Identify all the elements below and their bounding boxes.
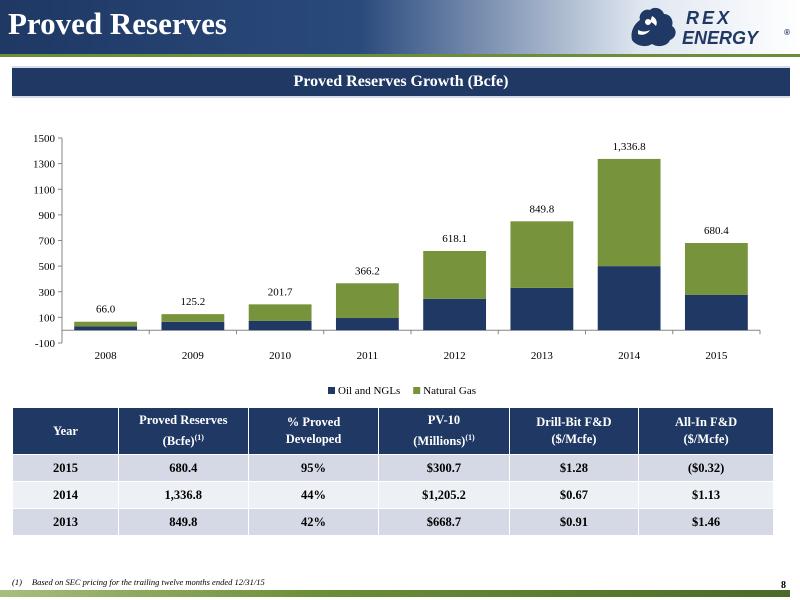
table-cell: $1,205.2 bbox=[378, 481, 510, 509]
chart-banner: Proved Reserves Growth (Bcfe) bbox=[12, 66, 790, 98]
x-tick-label-2009: 2009 bbox=[182, 350, 205, 362]
header-0: Year bbox=[12, 407, 119, 455]
total-label-2009: 125.2 bbox=[181, 296, 206, 308]
table-header-row: Year Proved Reserves (Bcfe)(1)% Proved Deve… bbox=[12, 407, 774, 455]
total-label-2011: 366.2 bbox=[355, 265, 380, 277]
x-tick-label-2012: 2012 bbox=[444, 350, 466, 362]
table-cell: 2014 bbox=[12, 481, 119, 509]
total-label-2014: 1,336.8 bbox=[613, 141, 647, 153]
table-cell: 44% bbox=[247, 481, 380, 509]
logo-line-2: ENERGY bbox=[682, 28, 760, 48]
table-cell: $1.46 bbox=[638, 508, 774, 536]
y-tick-label-7: 1300 bbox=[33, 159, 56, 171]
total-label-2008: 66.0 bbox=[96, 304, 116, 316]
table-cell: $1.13 bbox=[638, 481, 774, 509]
header-2: % Proved Developed bbox=[247, 407, 380, 455]
header-3: PV-10 (Millions)(1) bbox=[378, 407, 510, 455]
page-title: Proved Reserves bbox=[8, 6, 227, 41]
bar-oil-ngls-2012 bbox=[423, 298, 487, 331]
header-1: Proved Reserves (Bcfe)(1) bbox=[117, 407, 249, 455]
table-cell: $668.7 bbox=[378, 508, 510, 536]
bar-natural-gas-2013 bbox=[510, 221, 574, 288]
total-label-2012: 618.1 bbox=[442, 233, 467, 245]
header-5: All-In F&D ($/Mcfe) bbox=[638, 407, 774, 455]
y-tick-label-8: 1500 bbox=[33, 133, 56, 145]
x-tick-label-2013: 2013 bbox=[531, 350, 554, 362]
bar-natural-gas-2010 bbox=[248, 304, 312, 321]
rex-energy-logo: REX ENERGY ® bbox=[631, 7, 790, 48]
bar-natural-gas-2011 bbox=[335, 283, 399, 319]
y-tick-label-4: 700 bbox=[39, 236, 56, 248]
bar-oil-ngls-2010 bbox=[248, 320, 312, 331]
chart-axes: -100 100 300 500 700 900 1100 1300 1500 2008 2009 2… bbox=[33, 133, 761, 362]
table-cell: $300.7 bbox=[378, 454, 510, 482]
total-label-2015: 680.4 bbox=[704, 225, 729, 237]
page-number: 8 bbox=[781, 580, 786, 591]
logo-line-1: REX bbox=[686, 8, 732, 28]
table-cell: 849.8 bbox=[117, 508, 249, 536]
table-cell: 2015 bbox=[12, 454, 119, 482]
table-cell: ($0.32) bbox=[638, 454, 774, 482]
y-tick-label-1: 100 bbox=[39, 312, 56, 324]
logo-mark: ® bbox=[784, 28, 790, 37]
legend-label-1: Natural Gas bbox=[423, 385, 476, 397]
bar-natural-gas-2008 bbox=[74, 321, 138, 327]
x-tick-label-2011: 2011 bbox=[357, 350, 379, 362]
table-cell: 1,336.8 bbox=[117, 481, 249, 509]
bar-oil-ngls-2009 bbox=[161, 321, 225, 331]
y-tick-label-2: 300 bbox=[39, 287, 56, 299]
y-tick-label-5: 900 bbox=[39, 210, 56, 222]
legend-swatch-0 bbox=[328, 387, 335, 394]
table-body: 2015 680.4 95% $300.7 $1.28 ($0.32) 2014 1,336.… bbox=[12, 454, 774, 536]
bar-oil-ngls-2013 bbox=[510, 287, 574, 331]
x-tick-label-2008: 2008 bbox=[95, 350, 118, 362]
table-cell: 2013 bbox=[12, 508, 119, 536]
chart-legend: Oil and NGLs Natural Gas bbox=[328, 385, 476, 397]
x-tick-label-2010: 2010 bbox=[269, 350, 292, 362]
total-label-2013: 849.8 bbox=[530, 203, 555, 215]
legend-label-0: Oil and NGLs bbox=[338, 385, 400, 397]
y-tick-label-0: -100 bbox=[35, 338, 56, 350]
footer-bar bbox=[0, 590, 790, 597]
table-row: 2014 1,336.8 44% $1,205.2 $0.67 $1.13 bbox=[12, 481, 774, 509]
legend-swatch-1 bbox=[413, 387, 421, 394]
bar-natural-gas-2015 bbox=[684, 243, 748, 295]
table-row: 2013 849.8 42% $668.7 $0.91 $1.46 bbox=[12, 508, 774, 536]
x-tick-label-2015: 2015 bbox=[705, 350, 728, 362]
table-cell: $0.67 bbox=[508, 481, 640, 509]
proved-reserves-chart: -100 100 300 500 700 900 1100 1300 1500 2008 2009 2… bbox=[33, 133, 761, 397]
table-cell: $0.91 bbox=[508, 508, 640, 536]
reserves-table: Year Proved Reserves (Bcfe)(1)% Proved Deve… bbox=[12, 407, 774, 536]
table-cell: $1.28 bbox=[508, 454, 640, 482]
header-4: Drill-Bit F&D ($/Mcfe) bbox=[508, 407, 640, 455]
header-divider bbox=[0, 54, 800, 57]
table-row: 2015 680.4 95% $300.7 $1.28 ($0.32) bbox=[12, 454, 774, 482]
table-cell: 95% bbox=[247, 454, 380, 482]
footnote: (1) Based on SEC pricing for the trailing… bbox=[12, 577, 265, 587]
footnote-number: (1) bbox=[12, 577, 22, 587]
chart-bars bbox=[74, 158, 748, 331]
bar-oil-ngls-2015 bbox=[684, 294, 748, 331]
footnote-text: Based on SEC pricing for the trailing tw… bbox=[31, 577, 265, 587]
y-tick-label-3: 500 bbox=[39, 261, 56, 273]
bar-natural-gas-2014 bbox=[597, 158, 661, 267]
bar-oil-ngls-2008 bbox=[74, 326, 138, 331]
table-cell: 680.4 bbox=[117, 454, 249, 482]
header-bar: Proved Reserves REX ENERGY ® bbox=[0, 0, 800, 54]
total-label-2010: 201.7 bbox=[268, 286, 293, 298]
table-cell: 42% bbox=[247, 508, 380, 536]
chart-labels: 66.0 125.2 201.7 366.2 618.1 849.8 1,336.8 680.… bbox=[96, 141, 729, 316]
bar-oil-ngls-2011 bbox=[335, 318, 399, 331]
lion-emblem-icon bbox=[631, 7, 676, 47]
y-tick-label-6: 1100 bbox=[33, 184, 55, 196]
bar-natural-gas-2009 bbox=[161, 314, 225, 322]
bar-oil-ngls-2014 bbox=[597, 266, 661, 331]
x-tick-label-2014: 2014 bbox=[618, 350, 641, 362]
bar-natural-gas-2012 bbox=[423, 250, 487, 299]
